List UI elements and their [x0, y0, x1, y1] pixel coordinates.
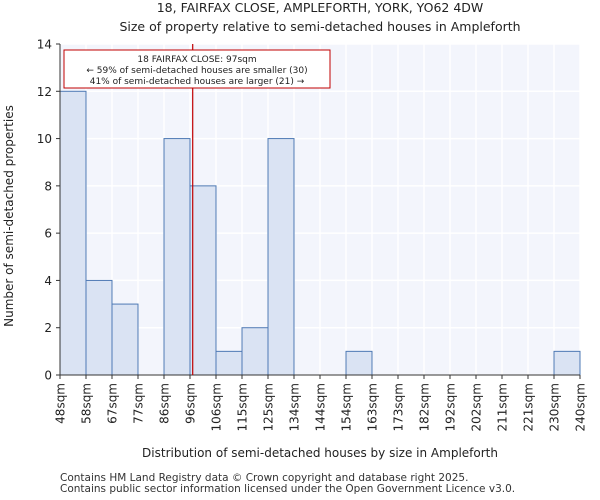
x-tick-label: 58sqm	[80, 383, 94, 424]
y-tick-label: 4	[44, 274, 52, 288]
chart: 18, FAIRFAX CLOSE, AMPLEFORTH, YORK, YO6…	[2, 0, 588, 460]
marker-annotation: 18 FAIRFAX CLOSE: 97sqm ← 59% of semi-de…	[63, 49, 331, 89]
annotation-line-3: 41% of semi-detached houses are larger (…	[90, 77, 305, 87]
x-tick-label: 221sqm	[522, 383, 536, 431]
annotation-line-2: ← 59% of semi-detached houses are smalle…	[86, 66, 307, 76]
x-tick-label: 106sqm	[210, 383, 224, 431]
bars	[59, 90, 581, 376]
bar	[267, 138, 295, 376]
x-tick-label: 86sqm	[158, 383, 172, 424]
y-axis-label: Number of semi-detached properties	[2, 105, 16, 327]
x-tick-label: 115sqm	[236, 383, 250, 431]
bar	[163, 138, 191, 376]
x-tick-label: 240sqm	[574, 383, 588, 431]
x-axis-label: Distribution of semi-detached houses by …	[142, 446, 498, 460]
x-tick-label: 77sqm	[132, 383, 146, 424]
footer: Contains HM Land Registry data © Crown c…	[60, 473, 515, 495]
bar	[189, 185, 217, 376]
x-tick-label: 134sqm	[288, 383, 302, 431]
bar	[241, 327, 269, 376]
x-tick-label: 202sqm	[470, 383, 484, 431]
footer-line-1: Contains HM Land Registry data © Crown c…	[60, 472, 469, 484]
x-tick-label: 230sqm	[548, 383, 562, 431]
chart-title: 18, FAIRFAX CLOSE, AMPLEFORTH, YORK, YO6…	[157, 0, 484, 15]
y-tick-label: 2	[44, 321, 52, 335]
x-tick-label: 173sqm	[392, 383, 406, 431]
bar	[553, 350, 581, 376]
x-axis: 48sqm 58sqm 67sqm 77sqm 86sqm 96sqm 106sqm 115s…	[54, 374, 588, 431]
annotation-box	[63, 49, 331, 89]
y-axis: 0 2 4 6 8 10 12 14	[37, 38, 61, 383]
bar	[59, 90, 87, 376]
bar	[111, 303, 139, 376]
footer-line-2: Contains public sector information licen…	[60, 483, 516, 495]
x-tick-label: 182sqm	[418, 383, 432, 431]
x-tick-label: 192sqm	[444, 383, 458, 431]
chart-subtitle: Size of property relative to semi-detach…	[119, 19, 520, 34]
x-tick-label: 96sqm	[184, 383, 198, 424]
x-tick-label: 144sqm	[314, 383, 328, 431]
x-tick-label: 163sqm	[366, 383, 380, 431]
x-tick-label: 125sqm	[262, 383, 276, 431]
y-tick-label: 8	[44, 179, 52, 193]
y-tick-label: 10	[37, 132, 52, 146]
x-tick-label: 67sqm	[106, 383, 120, 424]
y-tick-label: 12	[37, 85, 52, 99]
y-tick-label: 0	[44, 369, 52, 383]
x-tick-label: 211sqm	[496, 383, 510, 431]
y-tick-label: 6	[44, 227, 52, 241]
bar	[85, 279, 113, 376]
annotation-line-1: 18 FAIRFAX CLOSE: 97sqm	[137, 55, 256, 65]
x-tick-label: 154sqm	[340, 383, 354, 431]
bar	[345, 350, 373, 376]
y-tick-label: 14	[37, 38, 52, 52]
bar	[215, 350, 243, 376]
x-tick-label: 48sqm	[54, 383, 68, 424]
